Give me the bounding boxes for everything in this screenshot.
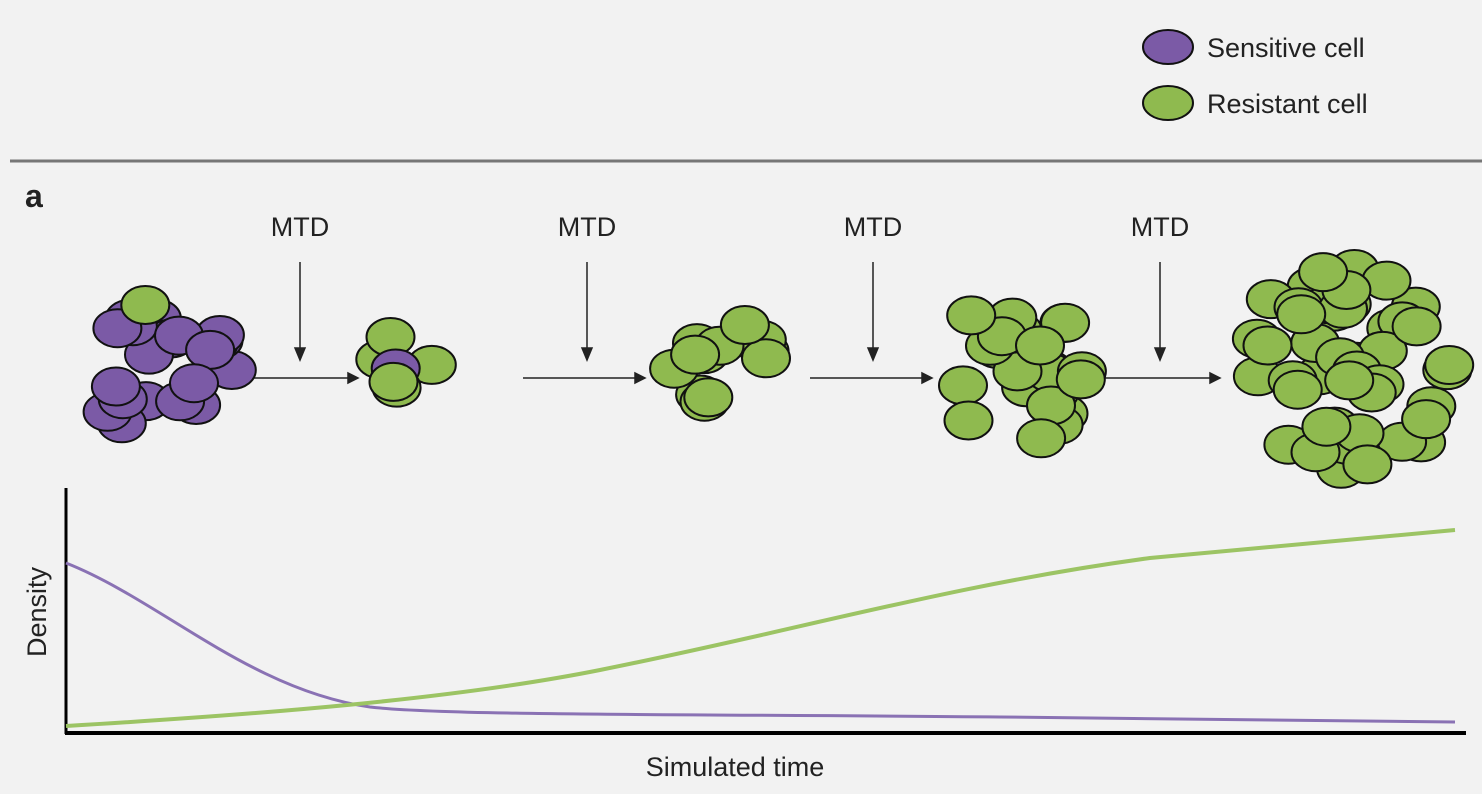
cell	[1324, 360, 1375, 401]
cell	[120, 285, 171, 325]
dose-label: MTD	[1131, 212, 1189, 242]
dose-label: MTD	[558, 212, 616, 242]
cell	[670, 334, 721, 375]
arrow-head	[1209, 371, 1222, 385]
panel-label: a	[25, 178, 43, 214]
cell	[1401, 399, 1452, 440]
dose-label: MTD	[844, 212, 902, 242]
cell	[1272, 369, 1323, 410]
cell	[1015, 325, 1065, 366]
cell	[946, 295, 997, 336]
cell	[1055, 359, 1106, 400]
arrow-head	[293, 347, 307, 362]
cell	[683, 377, 734, 418]
arrows	[237, 262, 1222, 385]
arrow-head	[1153, 347, 1167, 362]
cells	[82, 249, 1475, 489]
cell	[1276, 294, 1327, 335]
x-axis-label: Simulated time	[646, 752, 825, 782]
cell	[1391, 306, 1442, 347]
legend-label: Resistant cell	[1207, 89, 1368, 119]
cell	[1016, 418, 1067, 459]
cell	[719, 305, 770, 345]
cell	[1424, 345, 1475, 385]
arrow-head	[634, 371, 647, 385]
cell	[938, 365, 988, 406]
legend-swatch	[1142, 85, 1194, 121]
legend-label: Sensitive cell	[1207, 33, 1365, 63]
cell	[1342, 444, 1393, 485]
cell	[185, 329, 236, 370]
cell	[741, 338, 791, 379]
cell	[1301, 406, 1352, 447]
arrow-head	[347, 371, 360, 385]
dose-label: MTD	[271, 212, 329, 242]
cell	[1242, 325, 1293, 366]
resistant-curve	[65, 528, 1456, 728]
cell	[368, 361, 419, 402]
arrow-head	[866, 347, 880, 362]
sensitive-curve	[65, 561, 1456, 724]
cell	[169, 363, 219, 404]
arrow-head	[921, 371, 934, 385]
cell	[90, 366, 141, 407]
y-axis-label: Density	[22, 566, 52, 657]
cell	[943, 400, 994, 441]
cell	[1298, 252, 1349, 293]
arrow-head	[580, 347, 594, 362]
legend-swatch	[1142, 29, 1194, 65]
